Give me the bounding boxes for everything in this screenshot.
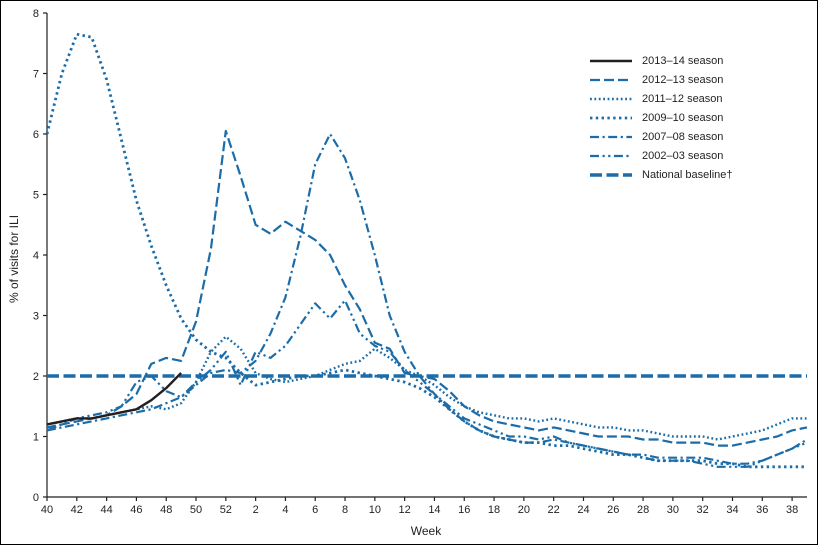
series-line-3 (45, 32, 807, 469)
legend-label: 2013–14 season (642, 54, 724, 67)
x-tick-label: 38 (786, 504, 798, 516)
legend-line-sample (590, 135, 632, 138)
y-tick-label: 7 (33, 68, 39, 80)
x-tick-label: 34 (726, 504, 738, 516)
x-tick-label: 18 (488, 504, 500, 516)
x-tick-label: 52 (220, 504, 232, 516)
legend-line-sample (590, 97, 632, 100)
x-tick-label: 4 (282, 504, 288, 516)
x-tick-label: 16 (458, 504, 470, 516)
x-tick-label: 42 (71, 504, 83, 516)
x-tick-label: 22 (548, 504, 560, 516)
legend-line-sample (590, 116, 632, 119)
legend-item-6: National baseline† (589, 165, 733, 184)
series-line-4 (46, 132, 808, 465)
x-axis-title: Week (410, 524, 442, 538)
legend-line-sample (590, 78, 632, 81)
x-tick-label: 32 (697, 504, 709, 516)
x-tick-label: 30 (667, 504, 679, 516)
legend-label: 2012–13 season (642, 73, 724, 86)
x-tick-label: 10 (369, 504, 381, 516)
x-tick-label: 24 (577, 504, 589, 516)
y-tick-label: 0 (33, 492, 39, 504)
series-line-1 (46, 129, 808, 447)
series-lines (45, 32, 808, 469)
x-tick-label: 2 (253, 504, 259, 516)
x-tick-label: 28 (637, 504, 649, 516)
y-tick-label: 6 (33, 129, 39, 141)
legend: 2013–14 season 2012–13 season 2011–12 seas… (589, 51, 733, 184)
x-axis-ticks: 40 42 44 46 48 50 52 2 4 6 8 10 12 14 16 18 20 22 24 26 28 30… (41, 497, 798, 516)
series-line-5 (46, 299, 808, 468)
legend-label: 2011–12 season (642, 92, 723, 105)
legend-item-3: 2009–10 season (589, 108, 733, 127)
y-axis-ticks: 0 1 2 3 4 5 6 7 8 (33, 8, 47, 504)
y-tick-label: 4 (33, 250, 39, 262)
x-tick-label: 14 (428, 504, 440, 516)
legend-label: 2002–03 season (642, 149, 724, 162)
x-tick-label: 46 (130, 504, 142, 516)
y-axis-title: % of visits for ILI (7, 214, 21, 303)
y-tick-label: 3 (33, 310, 39, 322)
series-line-2 (46, 335, 807, 441)
legend-item-2: 2011–12 season (589, 89, 733, 108)
y-tick-label: 8 (33, 8, 39, 20)
legend-line-sample (590, 172, 632, 177)
legend-line-sample (590, 59, 632, 62)
legend-label: 2007–08 season (642, 130, 724, 143)
x-tick-label: 40 (41, 504, 53, 516)
legend-label: 2009–10 season (642, 111, 724, 124)
series-line-0 (46, 372, 182, 426)
legend-item-1: 2012–13 season (589, 70, 733, 89)
x-tick-label: 48 (160, 504, 172, 516)
x-tick-label: 20 (518, 504, 530, 516)
x-tick-label: 6 (312, 504, 318, 516)
x-tick-label: 44 (100, 504, 112, 516)
y-tick-label: 2 (33, 371, 39, 383)
legend-item-5: 2002–03 season (589, 146, 733, 165)
x-tick-label: 12 (399, 504, 411, 516)
x-tick-label: 26 (607, 504, 619, 516)
x-tick-label: 8 (342, 504, 348, 516)
x-tick-label: 50 (190, 504, 202, 516)
y-tick-label: 1 (33, 431, 39, 443)
x-tick-label: 36 (756, 504, 768, 516)
legend-line-sample (590, 154, 632, 157)
legend-item-4: 2007–08 season (589, 127, 733, 146)
legend-item-0: 2013–14 season (589, 51, 733, 70)
y-tick-label: 5 (33, 189, 39, 201)
legend-label: National baseline† (642, 168, 733, 181)
